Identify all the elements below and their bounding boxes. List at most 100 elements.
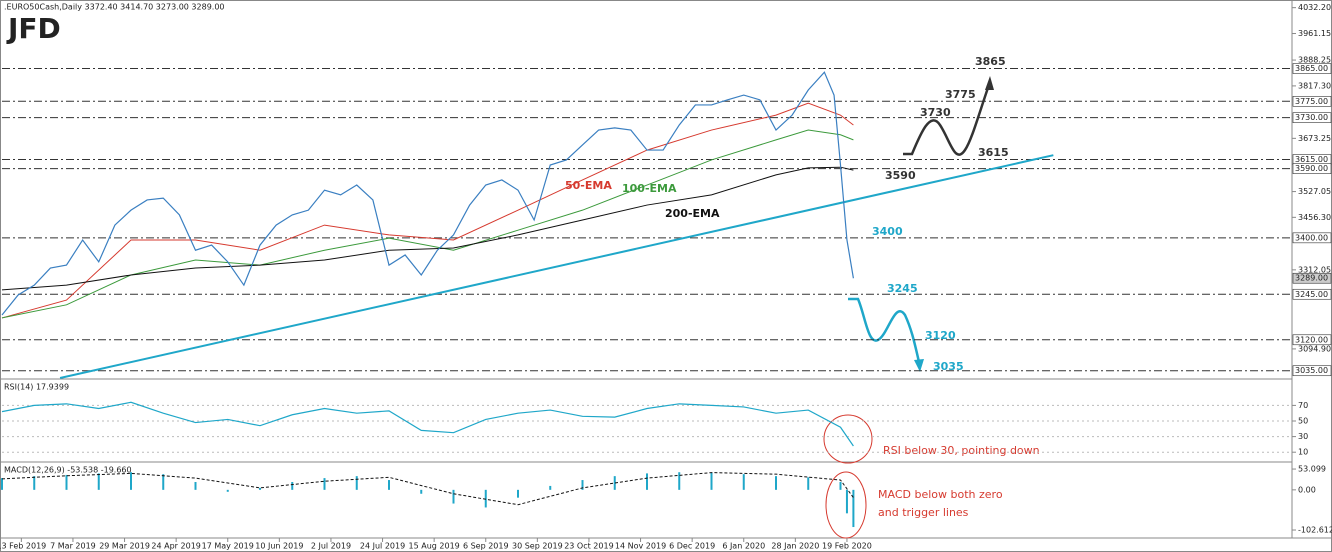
- y-tick-label: 0.00: [1298, 485, 1316, 494]
- macd-bar: [839, 482, 842, 490]
- annotation: and trigger lines: [878, 506, 969, 519]
- macd-bar: [355, 476, 358, 490]
- signal-line: [1, 472, 854, 506]
- macd-bar: [845, 489, 848, 514]
- level-label: 3775.00: [1295, 97, 1328, 106]
- arrow-head: [985, 76, 994, 90]
- level-note: 3400: [872, 225, 903, 238]
- macd-bar: [33, 476, 36, 490]
- y-tick-label: 3888.25: [1298, 56, 1331, 65]
- macd-bar: [775, 476, 777, 490]
- level-box: [1292, 272, 1332, 284]
- x-tick-label: 24 Apr 2019: [151, 542, 200, 551]
- macd-bar: [452, 489, 455, 504]
- ema-label: 50-EMA: [565, 179, 612, 192]
- macd-bar: [807, 477, 810, 490]
- x-tick-label: 29 Mar 2019: [99, 542, 150, 551]
- macd-bar: [581, 480, 584, 490]
- x-tick-label: 23 Oct 2019: [564, 542, 613, 551]
- panel-title: RSI(14) 17.9399: [4, 383, 69, 392]
- y-tick-label: 70: [1298, 401, 1308, 410]
- y-tick-label: 53.099: [1298, 465, 1326, 474]
- macd-bar: [678, 472, 681, 490]
- level-label: 3035.00: [1295, 366, 1328, 375]
- ema-line: [1, 166, 854, 291]
- annotation: MACD below both zero: [878, 488, 1003, 501]
- level-label: 3730.00: [1295, 113, 1328, 122]
- macd-bar: [517, 489, 519, 498]
- macd-bar: [65, 474, 68, 490]
- x-tick-label: 14 Nov 2019: [615, 542, 666, 551]
- highlight-circle: [825, 471, 867, 539]
- level-label: 3289.00: [1295, 274, 1328, 283]
- macd-bar: [484, 489, 487, 508]
- macd-bar: [97, 473, 100, 490]
- level-box: [1292, 112, 1332, 123]
- level-box: [1292, 63, 1332, 74]
- macd-bar: [646, 473, 648, 490]
- level-box: [1292, 163, 1332, 174]
- x-tick-label: 6 Dec 2019: [669, 542, 715, 551]
- panel-title: MACD(12,26,9) -53.538 -19.660: [4, 466, 132, 475]
- level-label: 3865.00: [1295, 64, 1328, 73]
- macd-bar: [852, 489, 855, 528]
- level-label: 3245.00: [1295, 290, 1328, 299]
- x-tick-label: 10 Jun 2019: [255, 542, 303, 551]
- price-line: [1, 401, 854, 447]
- y-tick-label: 10: [1298, 448, 1308, 457]
- macd-bar: [226, 489, 229, 492]
- y-tick-label: 3527.05: [1298, 187, 1331, 196]
- annotation: RSI below 30, pointing down: [883, 444, 1040, 457]
- price-line: [1, 71, 854, 316]
- x-tick-label: 6 Jan 2020: [722, 542, 765, 551]
- x-tick-label: 24 Jul 2019: [360, 542, 405, 551]
- macd-bar: [613, 476, 616, 490]
- level-note: 3615: [978, 146, 1009, 159]
- logo: JFD: [6, 12, 61, 45]
- ema-label: 200-EMA: [665, 207, 720, 220]
- level-label: 3400.00: [1295, 233, 1328, 242]
- macd-bar: [388, 480, 390, 490]
- x-tick-label: 13 Feb 2019: [0, 542, 46, 551]
- x-tick-label: 6 Sep 2019: [463, 542, 509, 551]
- projection-down: [848, 297, 921, 363]
- ema-line: [1, 129, 854, 319]
- y-tick-label: 50: [1298, 417, 1308, 426]
- chart-title: .EURO50Cash,Daily 3372.40 3414.70 3273.0…: [4, 3, 225, 12]
- y-tick-label: 3094.90: [1298, 344, 1331, 353]
- x-tick-label: 17 May 2019: [202, 542, 254, 551]
- y-tick-label: 4032.20: [1298, 3, 1331, 12]
- macd-bar: [162, 474, 165, 490]
- level-note: 3245: [887, 282, 918, 295]
- macd-bar: [549, 485, 552, 490]
- level-note: 3035: [933, 360, 964, 373]
- ema-line: [1, 102, 854, 319]
- x-tick-label: 28 Jan 2020: [771, 542, 819, 551]
- y-tick-label: 30: [1298, 432, 1308, 441]
- level-box: [1292, 96, 1332, 107]
- macd-bar: [130, 472, 132, 490]
- trendline: [59, 154, 1054, 379]
- x-tick-label: 7 Mar 2019: [50, 542, 96, 551]
- level-box: [1292, 288, 1332, 300]
- level-box: [1292, 232, 1332, 244]
- ema-label: 100-EMA: [622, 182, 677, 195]
- y-tick-label: 3673.25: [1298, 134, 1331, 143]
- macd-bar: [742, 474, 745, 490]
- highlight-circle: [823, 414, 873, 464]
- x-tick-label: 15 Aug 2019: [409, 542, 460, 551]
- level-note: 3730: [920, 106, 951, 119]
- x-tick-label: 30 Sep 2019: [512, 542, 563, 551]
- macd-bar: [323, 478, 326, 490]
- level-box: [1292, 365, 1332, 377]
- macd-bar: [194, 482, 197, 490]
- level-label: 3590.00: [1295, 164, 1328, 173]
- arrow-head: [914, 359, 924, 372]
- x-tick-label: 2 Jul 2019: [311, 542, 351, 551]
- y-tick-label: 3961.15: [1298, 29, 1331, 38]
- level-note: 3590: [885, 169, 916, 182]
- level-label: 3615.00: [1295, 155, 1328, 164]
